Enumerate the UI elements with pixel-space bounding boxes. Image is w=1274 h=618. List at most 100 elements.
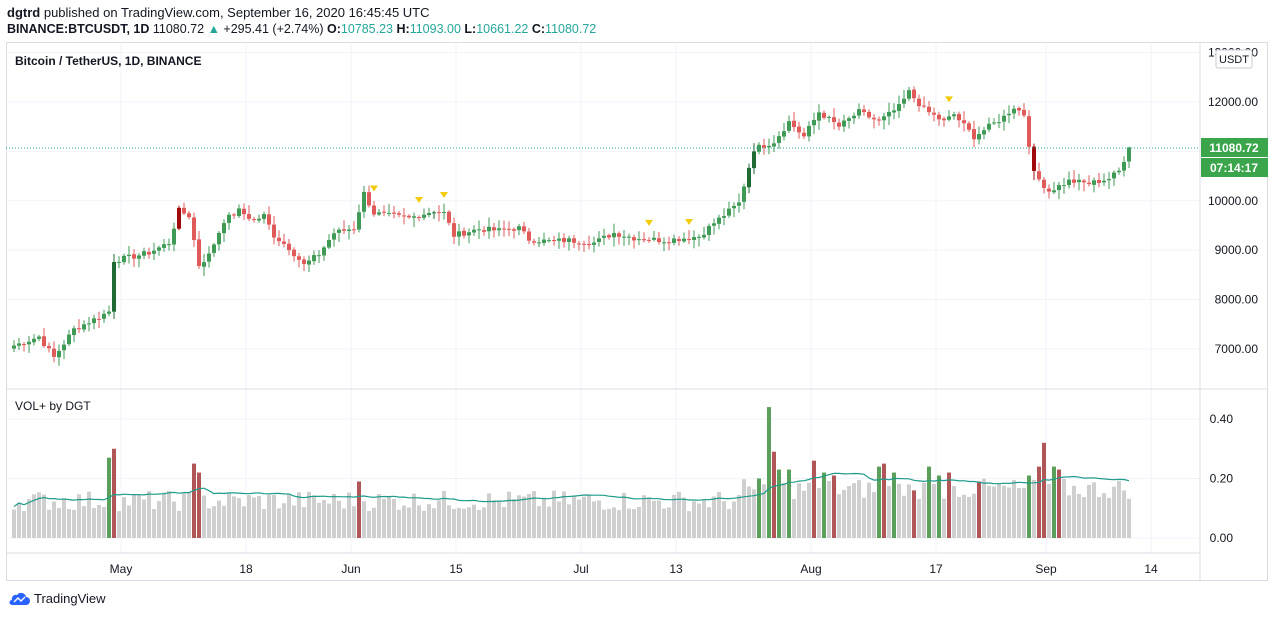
candle-body — [362, 191, 366, 212]
candle-body — [257, 218, 261, 221]
volume-bar — [962, 494, 966, 538]
volume-bar — [337, 500, 341, 538]
volume-bar — [332, 493, 336, 538]
candle-body — [317, 255, 321, 257]
volume-bar — [407, 507, 411, 538]
candle-body — [432, 212, 436, 214]
volume-bar — [792, 498, 796, 538]
volume-bar — [322, 500, 326, 538]
volume-bar — [937, 475, 941, 538]
candle-body — [717, 217, 721, 224]
volume-bar — [162, 492, 166, 538]
price-tick-label: 12000.00 — [1208, 95, 1258, 109]
signal-marker — [685, 219, 693, 226]
candle-body — [722, 216, 726, 218]
candle-body — [1002, 115, 1006, 122]
candle-body — [752, 151, 756, 169]
candle-body — [747, 167, 751, 188]
candle-body — [512, 229, 516, 231]
currency-badge[interactable] — [1215, 49, 1253, 69]
candle-body — [587, 243, 591, 246]
candle-body — [377, 212, 381, 215]
volume-bar — [1127, 498, 1131, 538]
volume-bar — [1072, 485, 1076, 538]
volume-bar — [1032, 479, 1036, 538]
candle-body — [682, 238, 686, 242]
brand-name: TradingView — [34, 591, 106, 606]
candle-body — [507, 228, 511, 230]
candle-body — [922, 105, 926, 107]
volume-bar — [797, 483, 801, 538]
volume-bar — [272, 495, 276, 538]
volume-bar — [567, 504, 571, 538]
candle-body — [277, 237, 281, 242]
time-tick-label: 13 — [669, 562, 683, 576]
volume-bar — [257, 496, 261, 538]
candle-body — [1062, 185, 1066, 187]
candle-body — [152, 250, 156, 254]
volume-bar — [672, 494, 676, 538]
volume-bar — [182, 493, 186, 538]
candle-body — [132, 254, 136, 259]
candle-body — [357, 212, 361, 230]
candle-body — [647, 239, 651, 241]
candle-body — [537, 242, 541, 244]
candle-body — [352, 229, 356, 231]
volume-bar — [997, 483, 1001, 538]
volume-bar — [897, 483, 901, 538]
candle-body — [227, 214, 231, 223]
volume-bar — [717, 491, 721, 538]
volume-bar — [647, 497, 651, 538]
volume-bar — [367, 511, 371, 538]
volume-bar — [822, 472, 826, 538]
candle-body — [702, 234, 706, 238]
volume-bar — [902, 495, 906, 538]
tradingview-logo[interactable]: TradingView — [8, 591, 106, 606]
candle-body — [1127, 147, 1131, 162]
candle-body — [382, 211, 386, 213]
candle-body — [72, 328, 76, 336]
candle-body — [222, 223, 226, 234]
volume-bar — [112, 448, 116, 538]
publisher-name[interactable]: dgtrd — [7, 5, 41, 20]
volume-bar — [1062, 478, 1066, 538]
volume-bar — [667, 507, 671, 538]
candle-body — [407, 215, 411, 218]
volume-bar — [837, 494, 841, 538]
volume-bars — [12, 407, 1131, 538]
volume-bar — [72, 509, 76, 538]
candle-body — [17, 343, 21, 346]
candle-body — [542, 239, 546, 243]
volume-bar — [377, 493, 381, 538]
candle-body — [87, 323, 91, 325]
candle-body — [557, 238, 561, 241]
candle-body — [1072, 179, 1076, 183]
markers — [370, 96, 953, 226]
candle-body — [517, 226, 521, 231]
volume-bar — [592, 501, 596, 538]
candle-body — [1097, 179, 1101, 183]
candle-body — [897, 104, 901, 112]
volume-bar — [317, 502, 321, 538]
volume-bar — [612, 507, 616, 538]
volume-bar — [642, 495, 646, 538]
volume-bar — [852, 483, 856, 538]
volume-bar — [1092, 482, 1096, 538]
candle-body — [742, 186, 746, 202]
time-tick-label: 14 — [1144, 562, 1158, 576]
volume-bar — [307, 491, 311, 538]
candle-body — [967, 123, 971, 130]
volume-bar — [1047, 483, 1051, 538]
volume-bar — [892, 472, 896, 538]
time-tick-label: Sep — [1035, 562, 1057, 576]
volume-bar — [412, 493, 416, 538]
volume-bar — [462, 508, 466, 538]
volume-bar — [142, 499, 146, 538]
candle-body — [947, 116, 951, 120]
volume-bar — [422, 510, 426, 538]
candle-body — [82, 324, 86, 330]
volume-bar — [1112, 486, 1116, 538]
candle-body — [1012, 108, 1016, 114]
volume-bar — [267, 495, 271, 538]
